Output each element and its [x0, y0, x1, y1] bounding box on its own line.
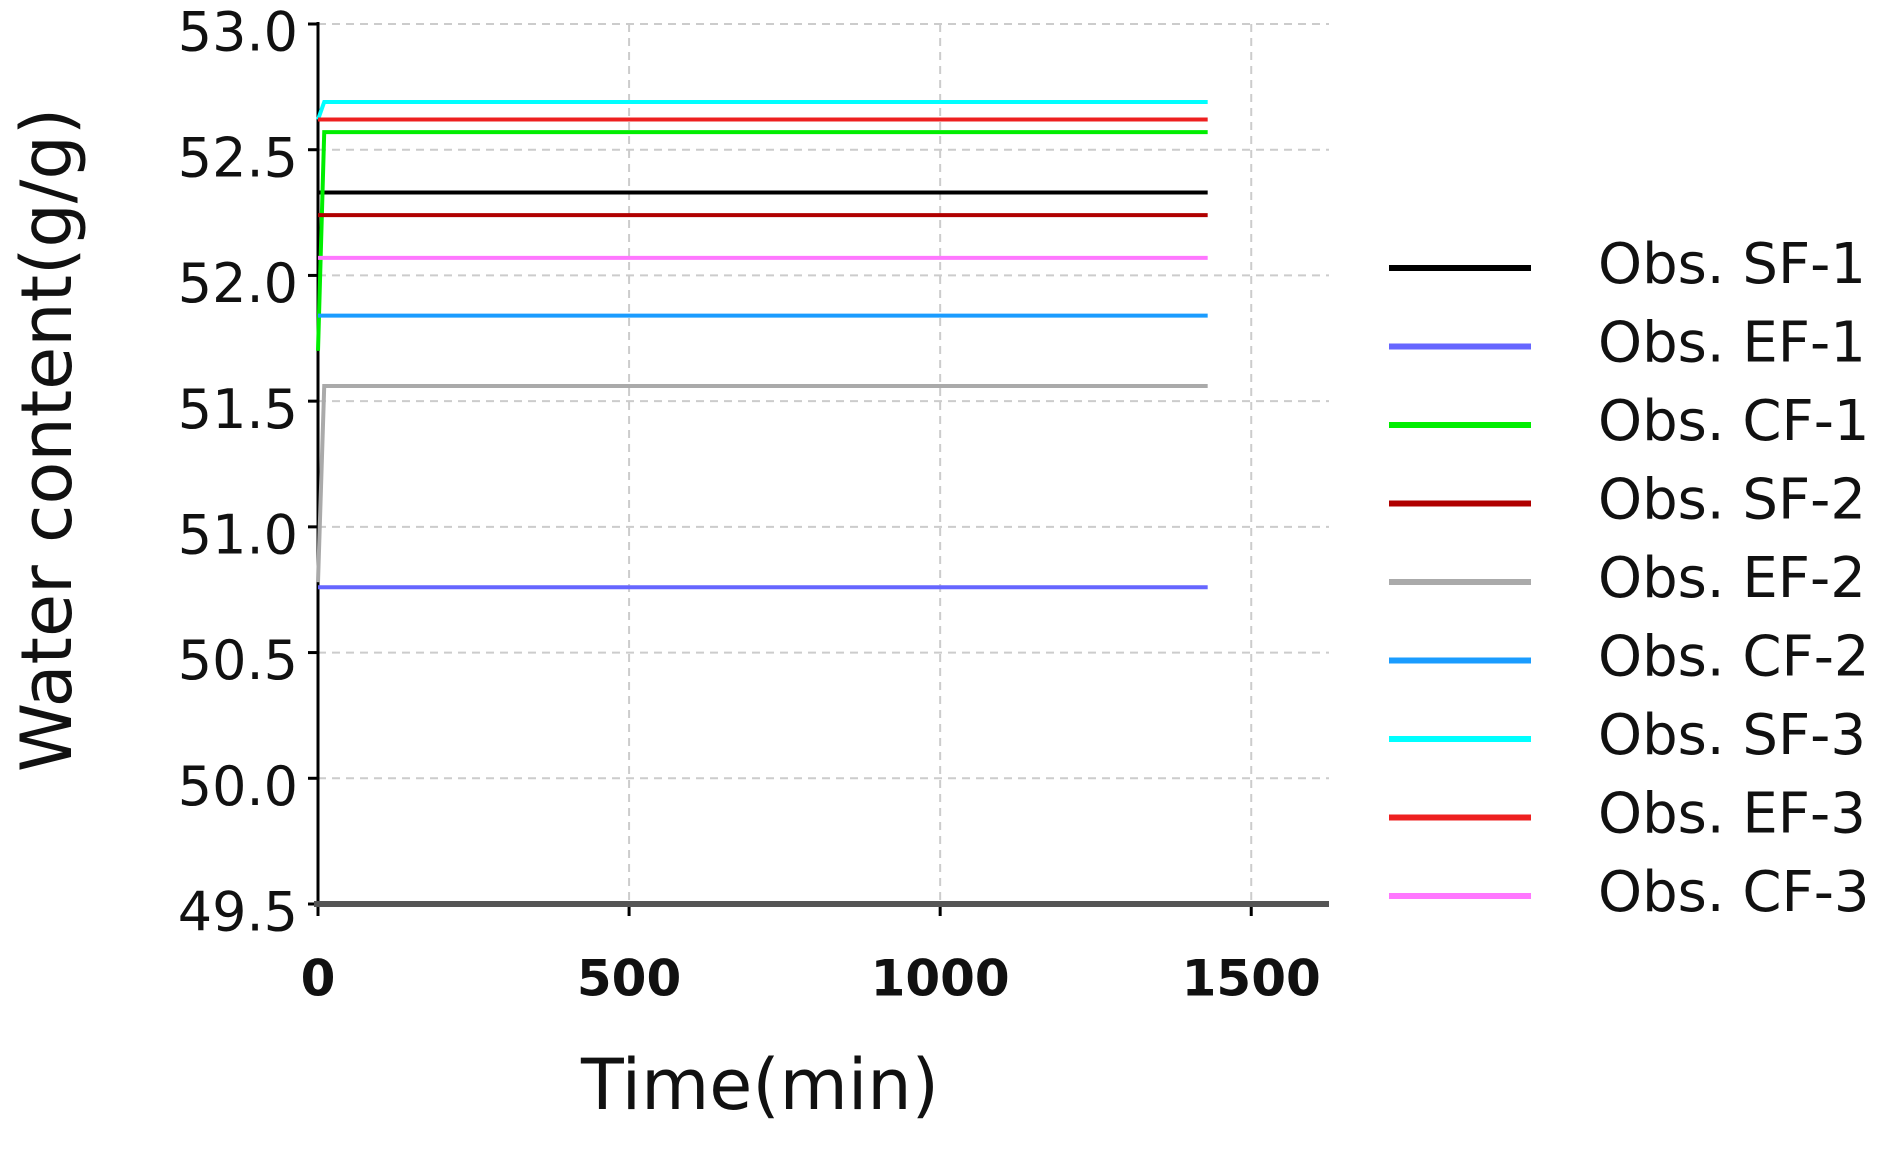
legend-label: Obs. SF-3	[1598, 703, 1866, 768]
x-tick-label: 1500	[1182, 950, 1321, 1008]
y-tick-label: 53.0	[178, 1, 298, 64]
y-tick-label: 52.0	[178, 252, 298, 315]
x-axis-title: Time(min)	[580, 1044, 939, 1126]
series-line	[316, 130, 1208, 351]
legend-label: Obs. EF-1	[1598, 311, 1866, 376]
legend-label: Obs. CF-2	[1598, 625, 1870, 690]
series-line	[316, 99, 1208, 121]
y-tick-label: 51.0	[178, 503, 298, 566]
legend-label: Obs. CF-1	[1598, 389, 1870, 454]
y-tick-label: 52.5	[178, 126, 298, 189]
x-tick-label: 1000	[871, 950, 1010, 1008]
legend-label: Obs. EF-2	[1598, 546, 1866, 611]
y-tick-label: 49.5	[178, 881, 298, 944]
legend-label: Obs. EF-3	[1598, 782, 1866, 847]
y-tick-label: 50.5	[178, 629, 298, 692]
y-axis-title: Water content(g/g)	[6, 108, 88, 772]
x-tick-label: 0	[301, 950, 336, 1008]
y-tick-label: 51.5	[178, 378, 298, 441]
x-tick-label: 500	[577, 950, 681, 1008]
legend-label: Obs. CF-3	[1598, 860, 1870, 925]
series-line	[316, 384, 1208, 583]
legend-label: Obs. SF-2	[1598, 468, 1866, 533]
y-tick-label: 50.0	[178, 755, 298, 818]
legend-label: Obs. SF-1	[1598, 232, 1866, 297]
